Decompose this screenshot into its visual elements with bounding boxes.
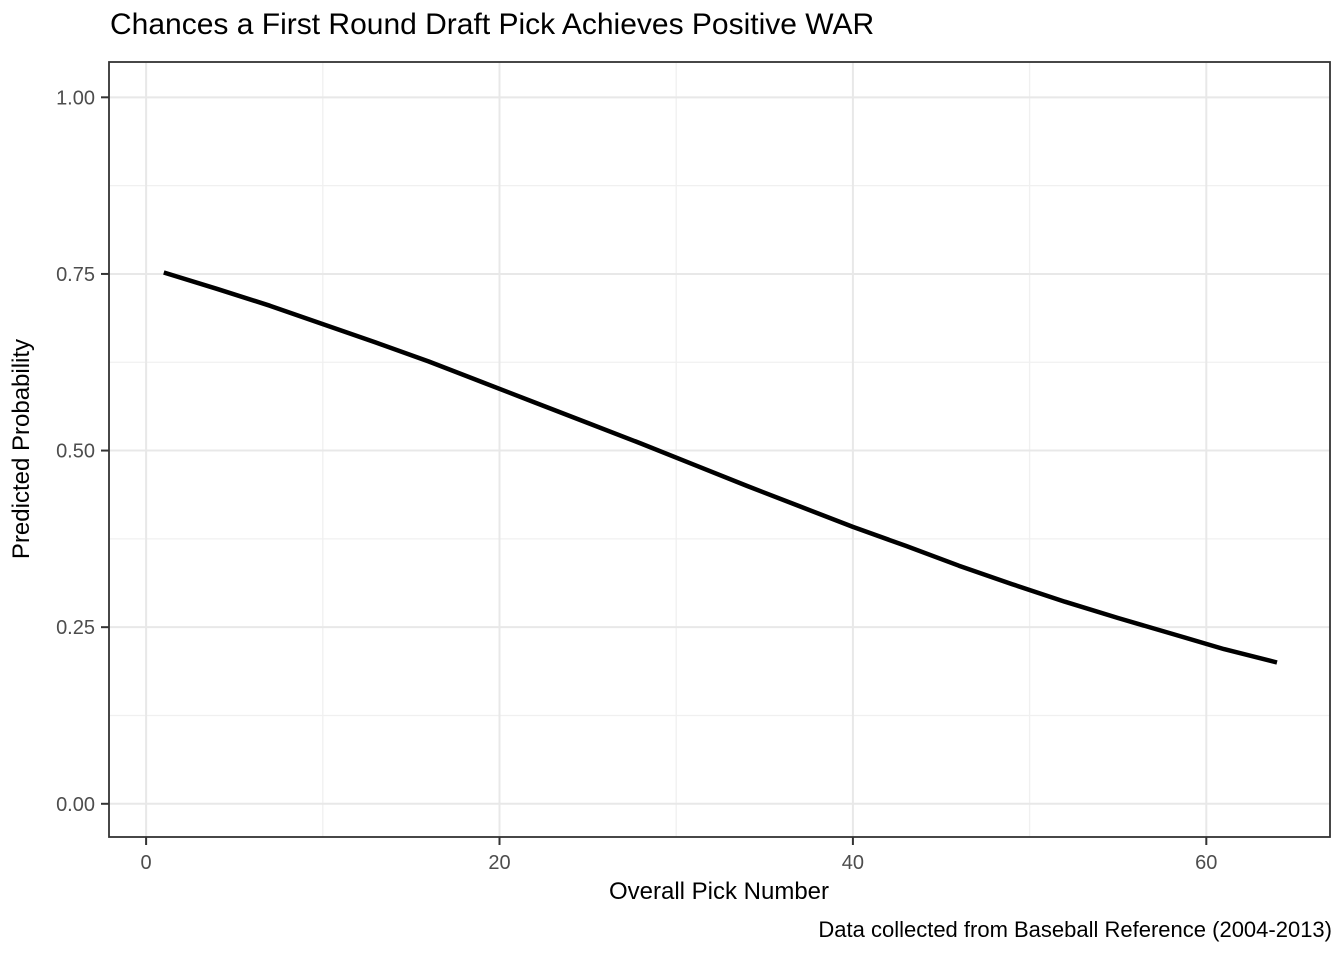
y-tick-label: 0.50 xyxy=(56,441,95,463)
y-tick-label: 0.25 xyxy=(56,617,95,639)
panel-border xyxy=(108,61,1331,838)
y-tick-label: 0.75 xyxy=(56,264,95,286)
x-tick-label: 60 xyxy=(1195,852,1217,874)
x-tick-label: 40 xyxy=(842,852,864,874)
y-tick-label: 1.00 xyxy=(56,87,95,109)
panel-background xyxy=(109,62,1330,837)
caption: Data collected from Baseball Reference (… xyxy=(818,917,1332,942)
x-axis-title: Overall Pick Number xyxy=(608,878,830,905)
x-tick-label: 0 xyxy=(141,852,152,874)
y-tick-label: 0.00 xyxy=(56,794,95,816)
x-tick-label: 20 xyxy=(488,852,510,874)
predicted-probability-curve xyxy=(163,270,1278,665)
chart-title: Chances a First Round Draft Pick Achieve… xyxy=(110,8,875,41)
